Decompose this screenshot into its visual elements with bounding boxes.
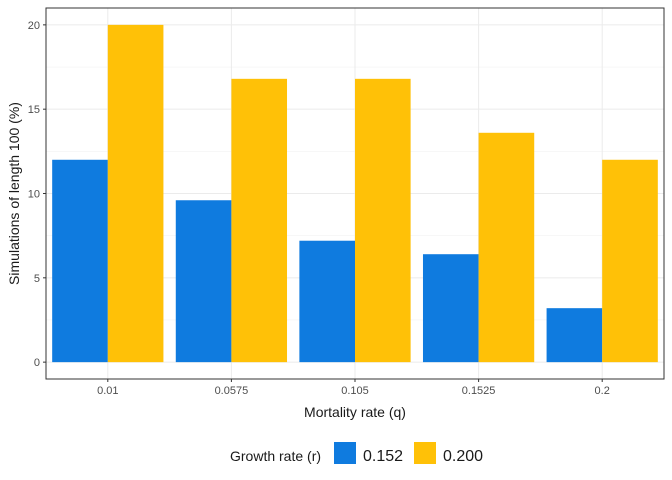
legend-key-2 (414, 442, 436, 464)
legend-label-1: 0.152 (363, 448, 403, 465)
legend-label-2: 0.200 (443, 448, 483, 465)
x-tick-label: 0.0575 (215, 385, 249, 397)
x-tick-label: 0.01 (97, 385, 118, 397)
y-tick-label: 20 (28, 20, 40, 32)
bar-series-1 (52, 159, 108, 363)
x-axis: 0.01 0.0575 0.105 0.1525 0.2 (97, 379, 610, 397)
bar-series-2 (478, 132, 535, 363)
x-axis-title: Mortality rate (q) (304, 404, 406, 420)
y-tick-label: 0 (34, 357, 40, 369)
legend: Growth rate (r) 0.152 0.200 (230, 442, 483, 465)
legend-key-1 (334, 442, 356, 464)
bar-series-2 (231, 78, 288, 363)
y-tick-label: 15 (28, 104, 40, 116)
bar-series-1 (546, 308, 603, 363)
bar-series-2 (107, 24, 164, 363)
bar-series-2 (355, 78, 411, 363)
y-axis-title: Simulations of length 100 (%) (6, 102, 22, 285)
bar-series-1 (175, 200, 232, 363)
x-tick-label: 0.1525 (462, 385, 496, 397)
y-tick-label: 10 (28, 189, 40, 201)
x-tick-label: 0.105 (341, 385, 369, 397)
bar-series-2 (602, 159, 658, 363)
y-tick-label: 5 (34, 273, 40, 285)
bars (52, 24, 658, 363)
legend-title: Growth rate (r) (230, 448, 321, 464)
bar-series-1 (299, 240, 355, 363)
bar-series-1 (422, 254, 479, 363)
x-tick-label: 0.2 (595, 385, 610, 397)
y-axis: 0 5 10 15 20 (28, 20, 46, 369)
